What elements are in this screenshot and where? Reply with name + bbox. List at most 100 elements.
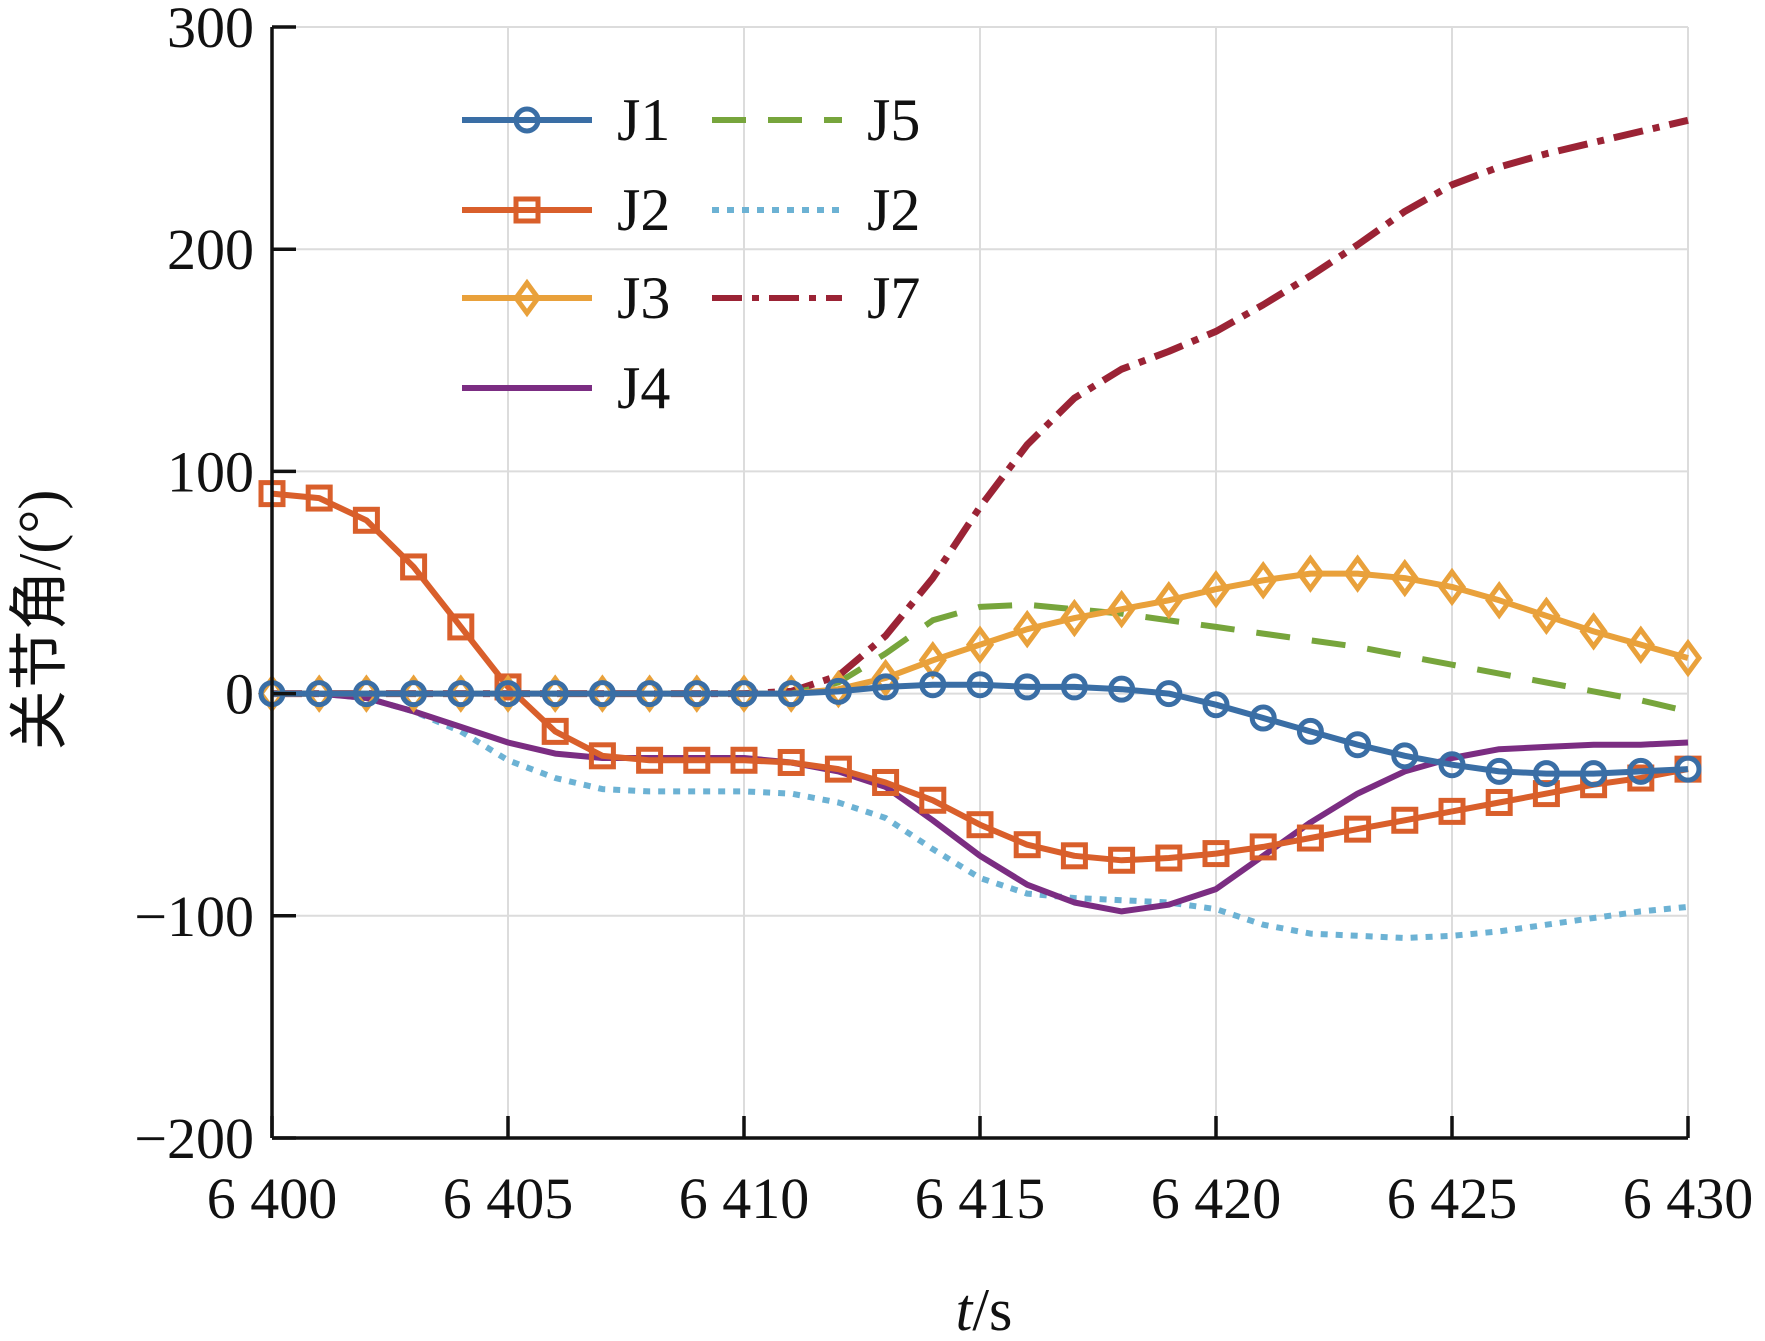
data-point bbox=[1344, 731, 1372, 759]
legend-label: J2 bbox=[867, 177, 920, 243]
data-point bbox=[1155, 844, 1183, 872]
data-point bbox=[1485, 788, 1513, 816]
series-line bbox=[272, 690, 1689, 915]
legend-entry: J3 bbox=[462, 265, 670, 331]
data-point bbox=[1438, 797, 1466, 825]
data-point bbox=[1108, 846, 1136, 874]
data-point bbox=[1107, 589, 1136, 629]
data-point bbox=[1060, 598, 1089, 638]
data-point bbox=[1344, 815, 1372, 843]
data-point bbox=[447, 613, 475, 641]
data-point bbox=[1673, 638, 1703, 678]
data-point bbox=[1627, 757, 1655, 785]
data-point bbox=[1202, 691, 1230, 719]
series-line bbox=[272, 681, 1689, 777]
legend-label: J5 bbox=[867, 87, 920, 153]
data-point bbox=[1532, 760, 1560, 788]
data-point bbox=[730, 746, 758, 774]
data-point bbox=[1108, 675, 1136, 703]
data-point bbox=[1485, 581, 1514, 620]
data-point bbox=[824, 677, 852, 705]
data-point bbox=[305, 680, 333, 708]
data-point bbox=[305, 484, 333, 512]
legend-entry: J5 bbox=[712, 87, 920, 153]
legend-label: J1 bbox=[617, 87, 670, 153]
y-tick-label: −100 bbox=[134, 884, 254, 949]
data-point bbox=[1437, 567, 1467, 607]
x-axis-title-unit: /s bbox=[972, 1277, 1012, 1341]
data-point bbox=[1060, 673, 1088, 701]
legend-marker bbox=[512, 278, 542, 318]
y-tick-label: 100 bbox=[167, 439, 254, 504]
data-point bbox=[636, 680, 664, 708]
data-point bbox=[541, 717, 569, 745]
x-tick-label: 6 410 bbox=[679, 1166, 810, 1231]
data-point bbox=[1155, 680, 1183, 708]
data-point bbox=[1579, 612, 1608, 651]
legend-label: J7 bbox=[867, 265, 920, 331]
data-point bbox=[1296, 717, 1324, 745]
y-tick-label: 200 bbox=[167, 217, 254, 282]
data-point bbox=[871, 658, 900, 698]
legend-entry: J4 bbox=[462, 355, 670, 421]
x-tick-label: 6 415 bbox=[915, 1166, 1046, 1231]
data-point bbox=[683, 680, 711, 708]
data-point bbox=[1485, 757, 1513, 785]
data-point bbox=[1060, 842, 1088, 870]
y-tick-label: 0 bbox=[225, 662, 254, 727]
data-point bbox=[447, 680, 475, 708]
axes: 6 400 6 405 6 410 6 415 6 420 6 425 6 430 −200 −… bbox=[134, 0, 1753, 1231]
data-point bbox=[1438, 751, 1466, 779]
x-tick-label: 6 405 bbox=[443, 1166, 574, 1231]
data-point bbox=[588, 742, 616, 770]
series-j2-1 bbox=[258, 480, 1702, 874]
data-point bbox=[1626, 625, 1655, 664]
data-point bbox=[872, 673, 900, 701]
data-point bbox=[683, 746, 711, 774]
x-tick-label: 6 420 bbox=[1151, 1166, 1282, 1231]
data-point bbox=[1532, 596, 1561, 636]
legend-entry: J2 bbox=[712, 177, 920, 243]
data-point bbox=[636, 746, 664, 774]
data-point bbox=[1154, 581, 1183, 620]
data-point bbox=[400, 680, 428, 708]
data-point bbox=[1296, 824, 1324, 852]
data-point bbox=[1249, 561, 1278, 600]
legend-entry: J1 bbox=[462, 87, 670, 153]
data-point bbox=[919, 671, 947, 699]
y-axis-title: 关节角/(°) bbox=[7, 490, 73, 751]
data-point bbox=[1390, 558, 1419, 598]
data-point bbox=[919, 786, 947, 814]
data-point bbox=[1013, 831, 1041, 859]
legend: J1 J2 J3 J4 J5 J2 J7 bbox=[462, 87, 920, 421]
series-j4-3 bbox=[272, 690, 1689, 915]
data-point bbox=[777, 680, 805, 708]
data-point bbox=[1391, 806, 1419, 834]
data-point bbox=[1391, 742, 1419, 770]
x-tick-label: 6 400 bbox=[207, 1166, 338, 1231]
legend-entry: J7 bbox=[712, 265, 920, 331]
data-point bbox=[1249, 833, 1277, 861]
legend-marker bbox=[513, 196, 541, 224]
data-point bbox=[730, 680, 758, 708]
legend-label: J2 bbox=[617, 177, 670, 243]
data-point bbox=[872, 768, 900, 796]
x-tick-label: 6 430 bbox=[1623, 1166, 1754, 1231]
data-point bbox=[1580, 760, 1608, 788]
data-point bbox=[777, 748, 805, 776]
data-point bbox=[352, 680, 380, 708]
data-point bbox=[966, 671, 994, 699]
data-point bbox=[352, 506, 380, 534]
data-point bbox=[588, 680, 616, 708]
series-line bbox=[271, 490, 1689, 864]
series-layer bbox=[257, 116, 1703, 941]
legend-entry: J2 bbox=[462, 177, 670, 243]
data-point bbox=[1013, 673, 1041, 701]
data-point bbox=[1674, 755, 1702, 783]
data-point bbox=[1202, 840, 1230, 868]
x-axis-title: t/s bbox=[956, 1277, 1013, 1341]
grid bbox=[272, 26, 1689, 1138]
legend-label: J3 bbox=[617, 265, 670, 331]
legend-label: J4 bbox=[617, 355, 670, 421]
